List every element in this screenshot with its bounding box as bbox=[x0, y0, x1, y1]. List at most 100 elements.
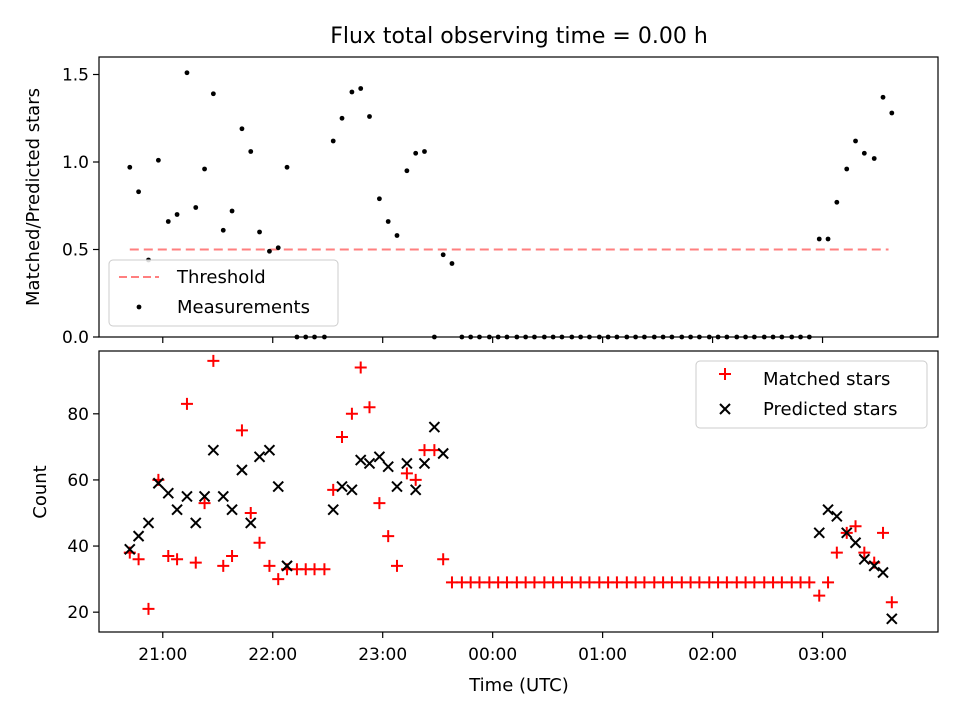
top-y-ticks: 0.0 0.5 1.0 1.5 bbox=[62, 66, 824, 348]
predicted-star-point bbox=[401, 457, 413, 470]
matched-star-point bbox=[180, 397, 193, 410]
predicted-star-point bbox=[363, 457, 376, 470]
predicted-star-point bbox=[181, 490, 193, 503]
matched-star-point bbox=[354, 361, 367, 374]
predicted-star-point bbox=[831, 510, 843, 523]
measurement-point bbox=[413, 150, 419, 156]
measurement-point bbox=[404, 168, 410, 174]
top-y-tick-label: 1.0 bbox=[62, 153, 89, 173]
predicted-star-point bbox=[272, 480, 284, 493]
bottom-y-tick-label: 20 bbox=[67, 603, 89, 623]
matched-star-point bbox=[171, 553, 184, 566]
predicted-star-point bbox=[409, 484, 422, 496]
measurement-point bbox=[257, 229, 262, 235]
matched-star-point bbox=[272, 573, 285, 586]
measurement-point bbox=[248, 149, 254, 154]
x-tick-label: 01:00 bbox=[578, 645, 627, 665]
x-tick-label: 02:00 bbox=[688, 645, 737, 665]
measurement-point bbox=[385, 219, 391, 224]
measurement-point bbox=[844, 166, 850, 172]
bottom-axes-frame bbox=[98, 350, 939, 633]
legend-threshold-label: Threshold bbox=[176, 267, 266, 288]
bottom-y-axis-label: Count bbox=[30, 465, 51, 518]
measurement-point bbox=[330, 138, 336, 144]
measurement-point bbox=[367, 114, 372, 119]
bottom-legend-box bbox=[695, 360, 928, 429]
bottom-legend: Matched stars Predicted stars bbox=[695, 360, 928, 429]
measurement-point bbox=[229, 208, 235, 214]
predicted-star-point bbox=[877, 566, 889, 579]
predicted-star-point bbox=[162, 487, 174, 499]
bottom-y-tick-label: 80 bbox=[67, 405, 89, 425]
predicted-star-point bbox=[822, 503, 834, 516]
measurement-point bbox=[165, 219, 171, 224]
measurement-point bbox=[449, 261, 455, 266]
measurement-point bbox=[889, 110, 895, 116]
measurement-point bbox=[127, 164, 133, 170]
predicted-star-point bbox=[226, 503, 238, 516]
matched-star-point bbox=[877, 526, 890, 539]
predicted-star-point bbox=[346, 484, 358, 496]
predicted-star-point bbox=[391, 480, 403, 493]
legend-measurements-swatch bbox=[136, 304, 142, 310]
measurement-point bbox=[239, 126, 245, 132]
measurement-point bbox=[193, 205, 199, 210]
measurement-point bbox=[284, 164, 290, 170]
measurement-point bbox=[880, 94, 886, 100]
predicted-star-point bbox=[152, 477, 165, 489]
predicted-star-point bbox=[418, 457, 431, 470]
matched-star-point bbox=[217, 559, 230, 572]
matched-star-point bbox=[382, 530, 395, 543]
matched-star-point bbox=[253, 536, 266, 549]
legend-predicted-swatch bbox=[719, 403, 731, 415]
measurement-point bbox=[155, 157, 161, 163]
matched-star-point bbox=[400, 467, 413, 480]
predicted-star-point bbox=[171, 503, 183, 516]
matched-star-point bbox=[142, 602, 155, 615]
matched-star-point bbox=[336, 430, 349, 443]
matched-star-point bbox=[132, 553, 145, 566]
matched-star-point bbox=[428, 444, 441, 457]
top-legend-box bbox=[108, 259, 339, 327]
predicted-star-point bbox=[437, 447, 449, 460]
measurement-point bbox=[861, 150, 867, 156]
predicted-star-point bbox=[207, 444, 220, 456]
legend-measurements-label: Measurements bbox=[177, 297, 310, 318]
legend-predicted-label: Predicted stars bbox=[763, 399, 897, 420]
top-y-tick-label: 1.5 bbox=[62, 66, 89, 86]
matched-star-point bbox=[235, 424, 248, 437]
top-y-tick-label: 0.5 bbox=[62, 241, 89, 261]
predicted-star-point bbox=[336, 480, 348, 493]
x-axis-label: Time (UTC) bbox=[468, 675, 569, 696]
matched-star-point bbox=[373, 497, 386, 510]
legend-matched-label: Matched stars bbox=[763, 369, 890, 390]
measurement-point bbox=[394, 233, 400, 238]
bottom-y-tick-label: 60 bbox=[67, 471, 89, 491]
matched-star-point bbox=[327, 483, 340, 496]
predicted-star-point bbox=[382, 460, 394, 473]
predicted-star-point bbox=[132, 530, 145, 542]
measurement-point bbox=[853, 138, 858, 144]
figure-title: Flux total observing time = 0.00 h bbox=[330, 24, 708, 49]
predicted-star-point bbox=[813, 527, 825, 539]
predicted-star-point bbox=[841, 527, 853, 539]
matched-star-point bbox=[437, 553, 450, 566]
matched-star-point bbox=[363, 401, 376, 414]
predicted-star-point bbox=[253, 451, 266, 463]
top-panel: 0.0 0.5 1.0 1.5 Matched/Predicted stars Thr… bbox=[23, 56, 939, 348]
legend-matched-swatch bbox=[719, 368, 731, 380]
predicted-star-point bbox=[198, 490, 211, 503]
x-tick-label: 23:00 bbox=[358, 645, 407, 665]
predicted-star-point bbox=[281, 560, 293, 572]
matched-star-point bbox=[244, 506, 257, 519]
predicted-star-point bbox=[142, 517, 155, 529]
x-tick-label: 03:00 bbox=[798, 645, 847, 665]
predicted-star-point bbox=[263, 444, 276, 456]
measurement-point bbox=[339, 115, 345, 121]
top-y-axis-label: Matched/Predicted stars bbox=[23, 88, 44, 306]
measurement-point bbox=[834, 199, 840, 205]
measurement-point bbox=[275, 245, 281, 251]
measurements-series bbox=[127, 70, 895, 340]
matched-star-point bbox=[409, 473, 422, 486]
measurement-point bbox=[825, 236, 831, 242]
